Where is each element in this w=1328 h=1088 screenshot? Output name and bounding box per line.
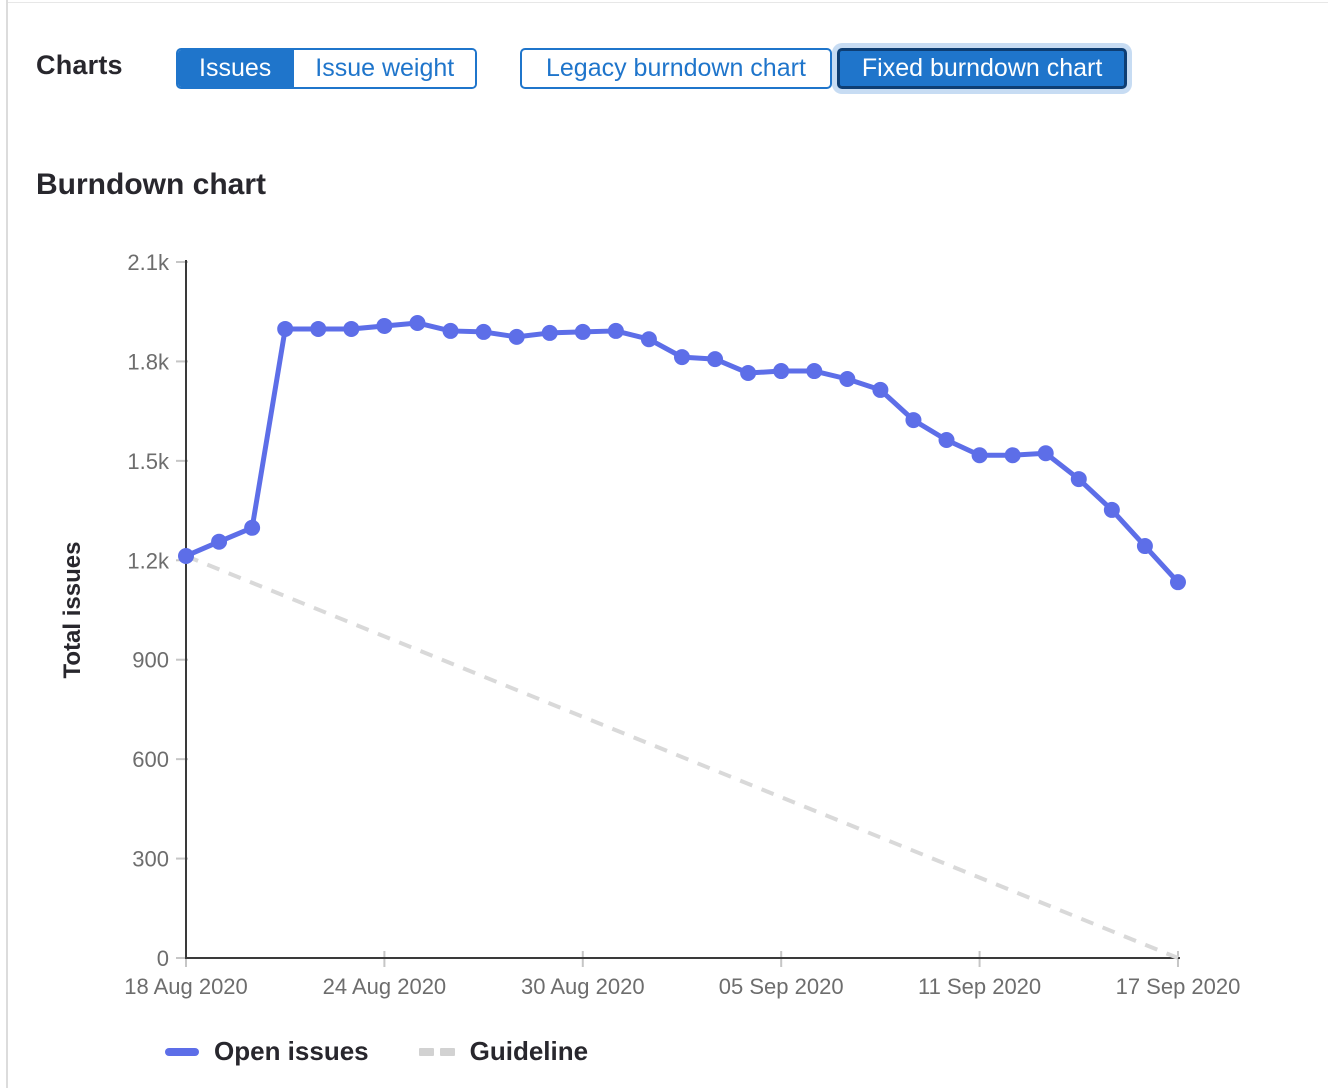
x-tick-label: 18 Aug 2020 — [124, 974, 248, 999]
data-point — [673, 349, 690, 366]
data-point — [376, 317, 393, 334]
data-point — [409, 314, 426, 331]
data-point — [707, 351, 724, 368]
data-point — [211, 533, 228, 550]
x-tick-label: 17 Sep 2020 — [1116, 974, 1241, 999]
data-point — [1004, 447, 1021, 464]
legacy-burndown-chart-button[interactable]: Legacy burndown chart — [520, 48, 832, 89]
data-point — [1070, 471, 1087, 488]
data-point — [310, 320, 327, 337]
data-point — [574, 323, 591, 340]
y-tick-label: 1.8k — [127, 349, 170, 374]
toggle-issue-weight-button[interactable]: Issue weight — [292, 50, 476, 87]
open-issues-line-swatch-icon — [165, 1047, 199, 1056]
data-point — [475, 323, 492, 340]
page-left-border — [6, 0, 8, 1088]
y-tick-label: 0 — [157, 946, 169, 971]
y-tick-label: 2.1k — [127, 250, 170, 275]
data-point — [178, 547, 194, 564]
legend-item-open-issues: Open issues — [165, 1036, 369, 1067]
data-point — [640, 331, 657, 348]
data-point — [1037, 445, 1054, 462]
data-point — [1103, 501, 1120, 518]
data-point — [1169, 574, 1186, 591]
data-point — [343, 320, 360, 337]
x-tick-label: 30 Aug 2020 — [521, 974, 645, 999]
chart-legend: Open issues Guideline — [165, 1036, 588, 1067]
data-point — [244, 519, 261, 536]
x-tick-label: 11 Sep 2020 — [918, 974, 1041, 999]
chart-type-toggle-group: Legacy burndown chart Fixed burndown cha… — [520, 48, 1128, 89]
guideline-series — [185, 554, 1179, 960]
legend-label: Open issues — [214, 1036, 369, 1066]
data-point — [971, 447, 988, 464]
data-point — [740, 365, 757, 382]
y-tick-label: 1.5k — [127, 449, 170, 474]
data-point — [938, 431, 955, 448]
x-tick-label: 24 Aug 2020 — [323, 974, 447, 999]
charts-section-label: Charts — [36, 50, 123, 80]
data-point — [905, 412, 922, 429]
page-top-border — [7, 2, 1328, 3]
data-point — [839, 370, 856, 387]
data-point — [1136, 538, 1153, 555]
legend-item-guideline: Guideline — [418, 1036, 589, 1067]
data-point — [607, 322, 624, 339]
y-tick-label: 900 — [132, 648, 169, 673]
data-point — [442, 322, 459, 339]
y-axis-title: Total issues — [59, 542, 86, 679]
fixed-burndown-chart-button[interactable]: Fixed burndown chart — [836, 48, 1128, 89]
page-title: Burndown chart — [36, 168, 266, 201]
guideline-dash-swatch-icon — [418, 1047, 455, 1056]
data-point — [872, 381, 889, 398]
toggle-issues-button[interactable]: Issues — [178, 50, 293, 87]
y-tick-label: 300 — [132, 847, 169, 872]
y-tick-label: 600 — [132, 747, 169, 772]
data-point — [277, 320, 294, 337]
legend-label: Guideline — [469, 1036, 589, 1066]
data-point — [806, 363, 823, 380]
x-tick-label: 05 Sep 2020 — [719, 974, 844, 999]
data-point — [541, 324, 558, 341]
data-point — [508, 328, 525, 345]
data-point — [773, 363, 790, 380]
y-tick-label: 1.2k — [127, 548, 170, 573]
issue-metric-toggle-group: Issues Issue weight — [176, 48, 478, 89]
